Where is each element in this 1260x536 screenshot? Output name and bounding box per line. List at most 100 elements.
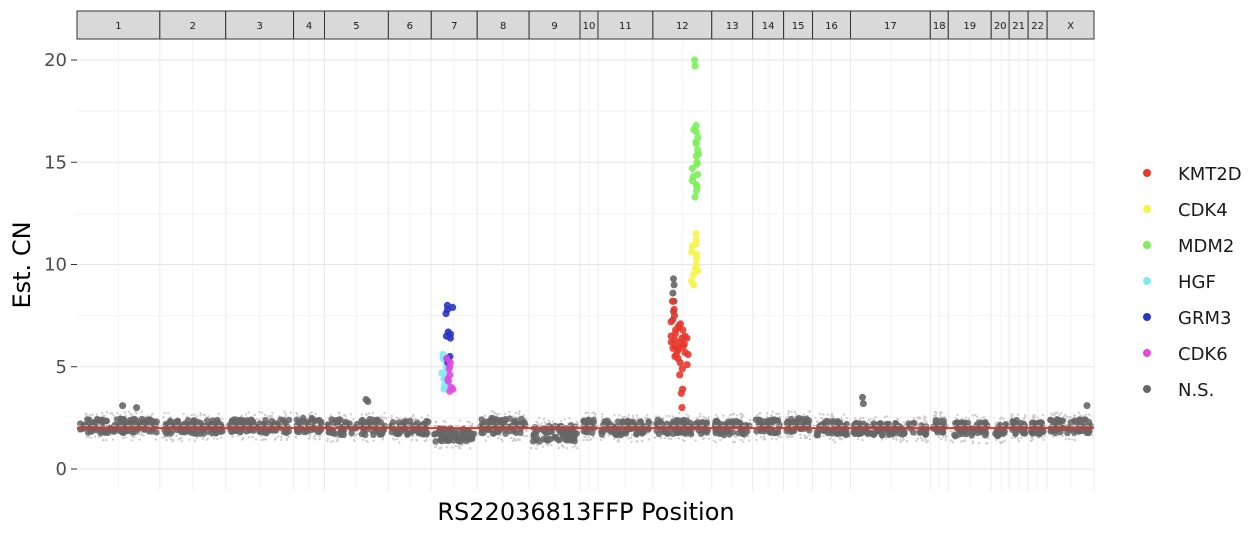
ns-noise-point (630, 440, 633, 444)
ns-point (437, 437, 444, 444)
data-point (692, 138, 700, 146)
data-point (667, 318, 675, 326)
ns-noise-point (283, 410, 286, 413)
ns-noise-point (140, 433, 143, 437)
ns-noise-point (1064, 414, 1067, 417)
facet-strip-label: X (1067, 21, 1074, 32)
ns-point (506, 415, 513, 422)
y-tick-label: 5 (56, 357, 67, 378)
ns-point (455, 437, 462, 445)
ns-noise-point (433, 445, 437, 449)
ns-noise-point (151, 412, 154, 415)
ns-noise-point (264, 438, 268, 441)
ns-outlier-point (670, 281, 678, 289)
ns-point (712, 420, 719, 428)
ns-noise-point (903, 423, 906, 426)
ns-noise-point (861, 438, 864, 442)
ns-noise-point (161, 436, 164, 439)
ns-noise-point (396, 437, 399, 441)
ns-noise-point (1053, 413, 1056, 417)
y-tick-label: 20 (44, 50, 67, 71)
ns-noise-point (665, 414, 668, 418)
ns-point (543, 436, 550, 444)
ns-point (543, 431, 550, 438)
ns-noise-point (109, 412, 112, 415)
ns-noise-point (1066, 415, 1069, 419)
ns-noise-point (1000, 416, 1003, 419)
ns-noise-point (365, 439, 368, 442)
ns-point (293, 416, 300, 423)
data-point (691, 193, 699, 201)
ns-noise-point (1056, 411, 1059, 414)
ns-point (687, 419, 694, 427)
ns-noise-point (793, 410, 797, 413)
ns-outlier-point (859, 393, 866, 401)
facet-strip-label: 15 (792, 21, 805, 32)
data-point (671, 330, 679, 338)
ns-noise-point (550, 443, 553, 447)
ns-noise-point (411, 415, 414, 418)
ns-noise-point (926, 439, 929, 443)
ns-noise-point (562, 446, 565, 449)
ns-noise-point (808, 438, 812, 441)
ns-point (636, 418, 644, 425)
ns-noise-point (203, 413, 207, 416)
facet-strip-18: 18 (929, 10, 949, 40)
ns-noise-point (289, 411, 293, 414)
ns-noise-point (364, 413, 368, 416)
ns-point (917, 429, 924, 436)
ns-noise-point (425, 439, 428, 442)
ns-noise-point (994, 422, 997, 425)
ns-noise-point (585, 438, 588, 442)
ns-noise-point (736, 414, 739, 417)
ns-point (308, 417, 315, 424)
ns-point (1085, 429, 1092, 437)
ns-point (444, 436, 451, 444)
ns-noise-point (124, 436, 127, 439)
ns-noise-point (1010, 415, 1013, 419)
ns-noise-point (640, 439, 644, 443)
ns-noise-point (1053, 412, 1056, 415)
ns-noise-point (646, 432, 649, 436)
ns-point (878, 431, 886, 439)
ns-point (563, 432, 570, 440)
facet-strip-bg (528, 10, 581, 40)
ns-noise-point (326, 437, 329, 441)
ns-point (233, 418, 241, 425)
ns-noise-point (683, 439, 686, 443)
ns-noise-point (395, 416, 398, 419)
ns-noise-point (799, 436, 803, 440)
ns-noise-point (971, 440, 974, 443)
ns-noise-point (381, 417, 384, 420)
ns-noise-point (280, 435, 283, 439)
legend-key (1143, 205, 1151, 213)
ns-point (500, 423, 508, 431)
legend-item-mdm2: MDM2 (1143, 236, 1234, 257)
ns-noise-point (685, 413, 688, 416)
ns-noise-point (112, 414, 115, 417)
ns-noise-point (780, 436, 783, 439)
data-point (692, 187, 701, 195)
ns-noise-point (240, 438, 244, 441)
ns-point (143, 416, 151, 423)
ns-noise-point (583, 436, 586, 439)
facet-strip-9: 9 (528, 10, 581, 40)
ns-noise-point (1058, 413, 1061, 417)
facet-strip-X: X (1046, 10, 1095, 40)
ns-point (598, 431, 606, 438)
ns-noise-point (354, 433, 357, 437)
ns-noise-point (820, 416, 823, 420)
ns-point (767, 429, 775, 436)
facet-strip-bg (1046, 10, 1095, 40)
ns-noise-point (588, 439, 591, 442)
ns-noise-point (504, 412, 507, 416)
ns-noise-point (960, 440, 963, 443)
ns-point (898, 431, 906, 438)
ns-noise-point (254, 438, 258, 441)
ns-noise-point (530, 446, 533, 450)
ns-point (491, 421, 498, 428)
ns-noise-point (830, 415, 833, 419)
ns-point (1056, 417, 1063, 424)
ns-point (785, 418, 792, 426)
ns-noise-point (1084, 413, 1088, 416)
